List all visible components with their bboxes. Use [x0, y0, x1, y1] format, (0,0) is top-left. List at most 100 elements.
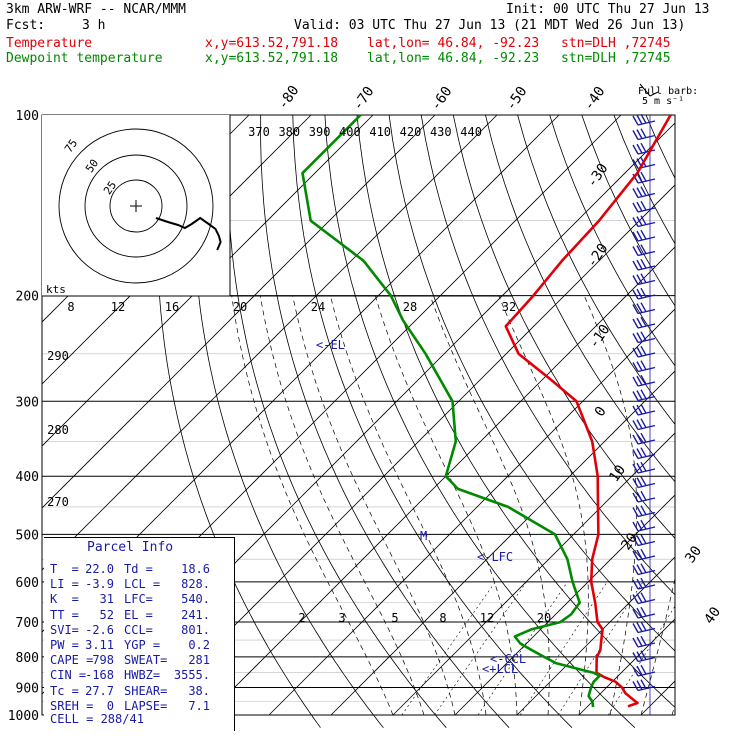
dry-adiabat-line	[420, 115, 675, 596]
isotherm-label: -20	[584, 241, 612, 271]
wind-barb-flag	[636, 317, 643, 328]
full-barb-title: Full barb:	[638, 86, 698, 97]
parcel-row-value: 27.7	[85, 683, 114, 698]
wind-barb-staff	[637, 555, 656, 561]
wind-barb-flag	[640, 418, 647, 429]
parcel-row-label: LFC=	[124, 592, 153, 607]
wind-barb-flag	[632, 666, 639, 677]
wind-barb-staff	[637, 192, 656, 199]
hodograph-ring	[84, 154, 188, 258]
hodograph-ring	[109, 179, 163, 233]
moist-adiabat-line	[231, 295, 394, 716]
wind-barb-flag	[640, 548, 647, 559]
wind-barb-flag	[636, 535, 643, 545]
moist-adiabat-line	[671, 704, 675, 716]
wind-barb-flag	[632, 565, 639, 575]
wind-barb-staff	[637, 120, 656, 126]
mixing-ratio-line	[477, 581, 568, 716]
mixing-ratio-line	[401, 581, 496, 716]
mixing-ratio-line	[608, 605, 675, 716]
isotherm-line	[206, 246, 675, 716]
theta-label: 280	[47, 423, 69, 437]
theta-label: 390	[309, 125, 331, 139]
isotherm-label: 20	[618, 530, 641, 553]
isotherm-line	[703, 115, 740, 715]
parcel-row-label: CCL=	[124, 622, 153, 637]
isotherm-label: -80	[275, 83, 303, 113]
isotherm-line	[268, 308, 675, 716]
mixing-ratio-label: 20	[537, 611, 551, 625]
dry-adiabat-line	[260, 115, 510, 728]
wind-barb-flag	[632, 188, 639, 198]
hodograph-trace	[155, 216, 222, 251]
dry-adiabat-line	[388, 115, 675, 652]
isotherm-line	[454, 494, 675, 716]
parcel-row-label: SVI=	[50, 622, 79, 637]
parcel-info-title: Parcel Info	[87, 540, 174, 555]
wind-barb-flag	[632, 492, 639, 503]
isotherm-line	[640, 680, 675, 716]
full-barb-sample	[639, 83, 651, 97]
wind-barb-staff	[637, 642, 656, 648]
wind-barb-flag	[640, 171, 647, 182]
wind-barb-staff	[637, 526, 656, 532]
parcel-row-label: SWEAT=	[124, 653, 168, 668]
isotherm-label: 0	[592, 404, 610, 420]
theta-label: 370	[248, 125, 270, 139]
pressure-tick-label: 400	[16, 470, 39, 485]
wind-barb-flag	[640, 360, 647, 371]
parcel-row-value: 0.2	[188, 638, 210, 652]
pressure-tick-label: 600	[16, 576, 39, 591]
parcel-row-label: YGP =	[124, 638, 161, 652]
wind-barb-flag	[636, 346, 643, 357]
wind-barb-staff	[637, 613, 656, 619]
wind-barb-flag	[636, 259, 643, 270]
wind-barb-flag	[640, 142, 647, 153]
mixing-ratio-label: 8	[439, 611, 446, 625]
wind-barb-staff	[637, 323, 656, 329]
wind-barb-flag	[636, 114, 643, 125]
wind-barb-staff	[637, 656, 656, 663]
dry-adiabat-line	[192, 115, 384, 728]
wind-barb-flag	[636, 491, 643, 502]
wind-barb-flag	[636, 549, 643, 560]
full-barb-sample	[649, 91, 659, 97]
m-marker: M	[420, 529, 427, 543]
mixing-ratio-label: 5	[391, 611, 398, 625]
parcel-row-value: -2.6	[85, 622, 114, 637]
wind-barb-staff	[637, 366, 656, 373]
full-barb-value: 5 m s⁻¹	[642, 96, 684, 107]
wind-barb-flag	[640, 447, 647, 458]
wind-barb-staff	[637, 352, 656, 358]
isotherm-line	[516, 556, 675, 716]
parcel-row-label: LAPSE=	[124, 698, 168, 713]
wind-barb-flag	[640, 287, 647, 298]
dry-adiabat-line	[226, 115, 447, 728]
isotherm-label: -60	[428, 84, 456, 114]
wind-barb-staff	[637, 671, 656, 677]
wind-barb-flag	[632, 347, 639, 358]
parcel-row-label: CAPE =	[50, 653, 94, 668]
wind-barb-flag	[640, 592, 647, 603]
wind-barb-flag	[636, 230, 643, 241]
wind-barb-flag	[632, 304, 639, 314]
speed-tick-label: 20	[233, 300, 247, 314]
wind-barb-flag	[636, 201, 643, 212]
parcel-row-label: T =	[50, 562, 79, 576]
temperature-legend-station: stn=DLH ,72745	[561, 36, 671, 51]
moist-adiabat-line	[292, 295, 456, 716]
wind-barb-staff	[637, 134, 656, 141]
hodograph-ring-label: 75	[62, 137, 80, 155]
isotherm-label: -30	[584, 161, 612, 191]
wind-barb-flag	[640, 331, 647, 342]
model-title: 3km ARW-WRF -- NCAR/MMM	[6, 2, 187, 17]
mixing-ratio-label: 12	[480, 611, 494, 625]
forecast-hour: 3 h	[82, 18, 106, 33]
isotherm-label: 40	[701, 604, 724, 627]
dry-adiabat-line	[452, 115, 675, 539]
wind-barb-staff	[637, 540, 656, 547]
wind-barb-staff	[637, 221, 656, 228]
wind-barb-staff	[637, 497, 656, 503]
wind-barb-staff	[637, 569, 656, 576]
